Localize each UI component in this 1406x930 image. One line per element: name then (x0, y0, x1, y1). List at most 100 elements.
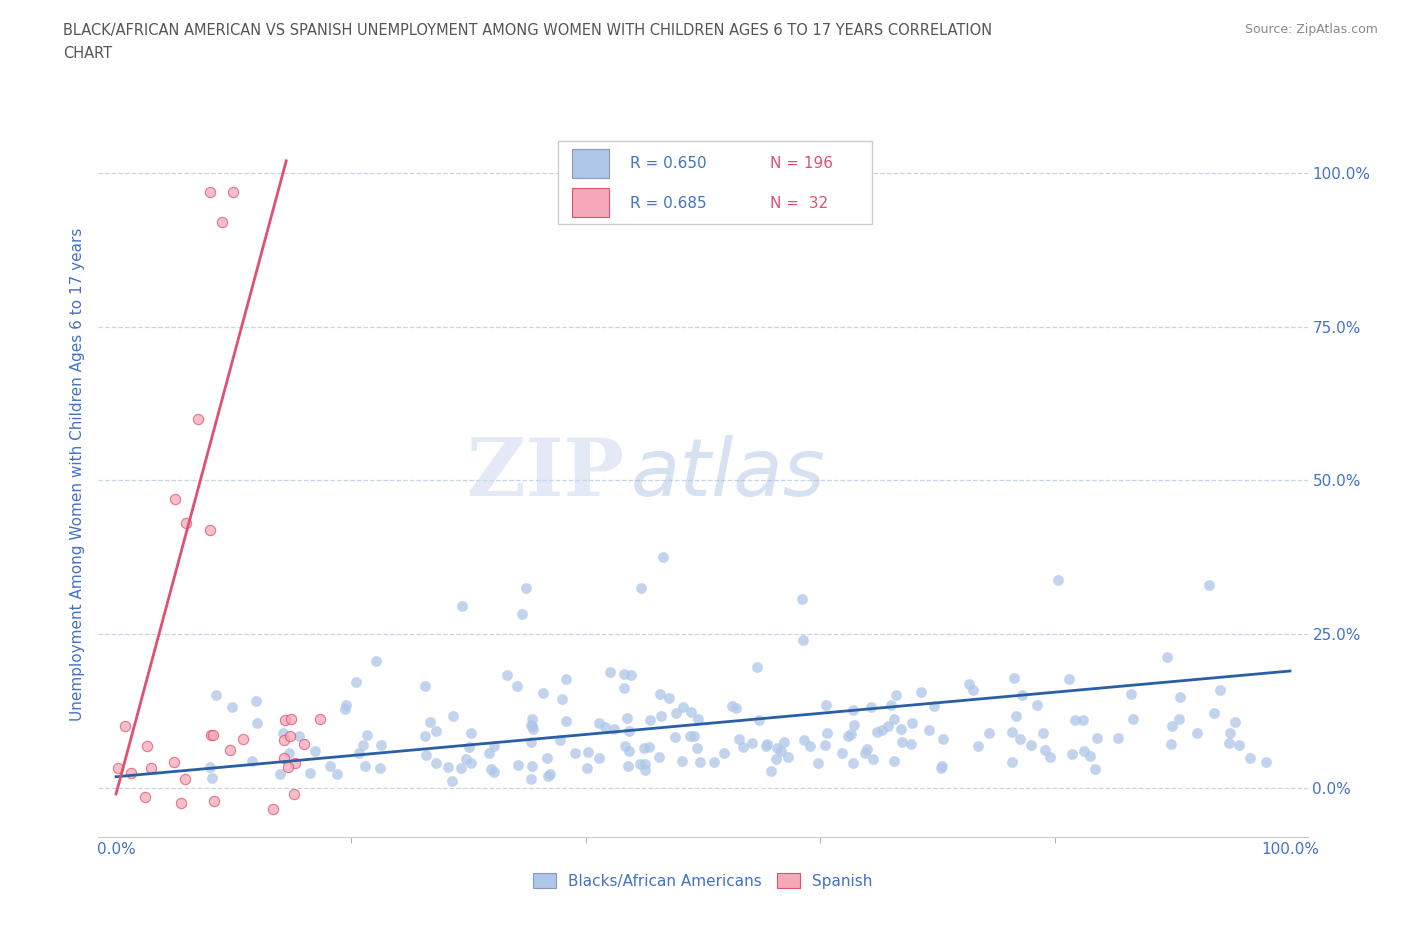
Point (593, 720, 616, 735)
Point (856, 741, 879, 756)
Point (866, 724, 889, 739)
Point (277, 760, 299, 775)
Point (273, 733, 295, 748)
Point (460, 725, 482, 740)
Point (685, 740, 707, 755)
Point (633, 741, 655, 756)
Point (441, 709, 464, 724)
Point (139, 761, 162, 776)
Point (679, 728, 702, 743)
Point (1071, 712, 1094, 727)
Point (634, 756, 657, 771)
Point (1239, 751, 1261, 765)
Point (686, 711, 709, 726)
Point (418, 715, 440, 730)
Point (922, 698, 945, 713)
Point (901, 715, 924, 730)
Point (460, 756, 482, 771)
Point (633, 763, 655, 777)
Point (536, 751, 558, 766)
Point (198, 184, 221, 199)
Point (299, 765, 322, 780)
Point (931, 731, 953, 746)
Point (246, 716, 269, 731)
Point (278, 746, 301, 761)
Point (292, 737, 315, 751)
Point (335, 698, 357, 712)
Point (173, 771, 195, 786)
Point (890, 722, 912, 737)
Point (733, 739, 755, 754)
Point (370, 761, 392, 776)
Point (576, 745, 599, 760)
Point (672, 699, 695, 714)
Point (671, 754, 693, 769)
Point (537, 769, 560, 784)
Point (755, 738, 778, 753)
Point (890, 734, 912, 749)
Text: ZIP: ZIP (467, 435, 624, 513)
Point (713, 746, 735, 761)
Bar (572, 189, 609, 218)
Point (1008, 731, 1031, 746)
Point (638, 713, 661, 728)
Point (1160, 737, 1182, 751)
Point (681, 705, 703, 720)
Bar (572, 149, 609, 179)
Y-axis label: Unemployment Among Women with Children Ages 6 to 17 years: Unemployment Among Women with Children A… (70, 228, 86, 721)
Point (616, 758, 638, 773)
Point (198, 759, 221, 774)
Point (575, 761, 598, 776)
Point (413, 678, 436, 693)
Point (1084, 762, 1107, 777)
Legend: Blacks/African Americans, Spanish: Blacks/African Americans, Spanish (527, 867, 879, 895)
Point (333, 701, 356, 716)
Point (724, 700, 747, 715)
Point (554, 714, 576, 729)
Point (603, 722, 626, 737)
Point (613, 738, 636, 753)
Point (437, 759, 460, 774)
Point (880, 698, 903, 712)
Point (683, 728, 706, 743)
Point (262, 802, 284, 817)
Point (519, 771, 541, 786)
Point (288, 728, 311, 743)
Point (918, 723, 941, 737)
Point (966, 738, 988, 753)
Point (773, 735, 796, 750)
Point (1073, 743, 1095, 758)
Point (1161, 718, 1184, 733)
Point (240, 754, 263, 769)
Point (665, 706, 688, 721)
Point (957, 677, 980, 692)
Point (479, 762, 502, 777)
Point (136, 738, 159, 753)
Point (1168, 690, 1191, 705)
Point (884, 687, 907, 702)
Point (1254, 754, 1277, 769)
Point (617, 744, 640, 759)
Point (650, 709, 672, 724)
Point (370, 737, 392, 752)
Point (318, 759, 340, 774)
Point (1168, 711, 1191, 726)
Point (1085, 730, 1108, 745)
Point (278, 729, 301, 744)
Point (309, 711, 332, 726)
Point (1219, 726, 1241, 741)
Point (353, 758, 375, 773)
Point (620, 668, 643, 683)
Text: CHART: CHART (63, 46, 112, 61)
Point (425, 724, 447, 738)
Point (748, 712, 770, 727)
Point (211, 215, 233, 230)
Point (792, 591, 814, 606)
Point (540, 766, 562, 781)
Point (658, 690, 681, 705)
Point (522, 711, 544, 726)
Point (870, 723, 893, 737)
Point (702, 755, 724, 770)
Point (862, 751, 884, 766)
Point (1107, 731, 1129, 746)
